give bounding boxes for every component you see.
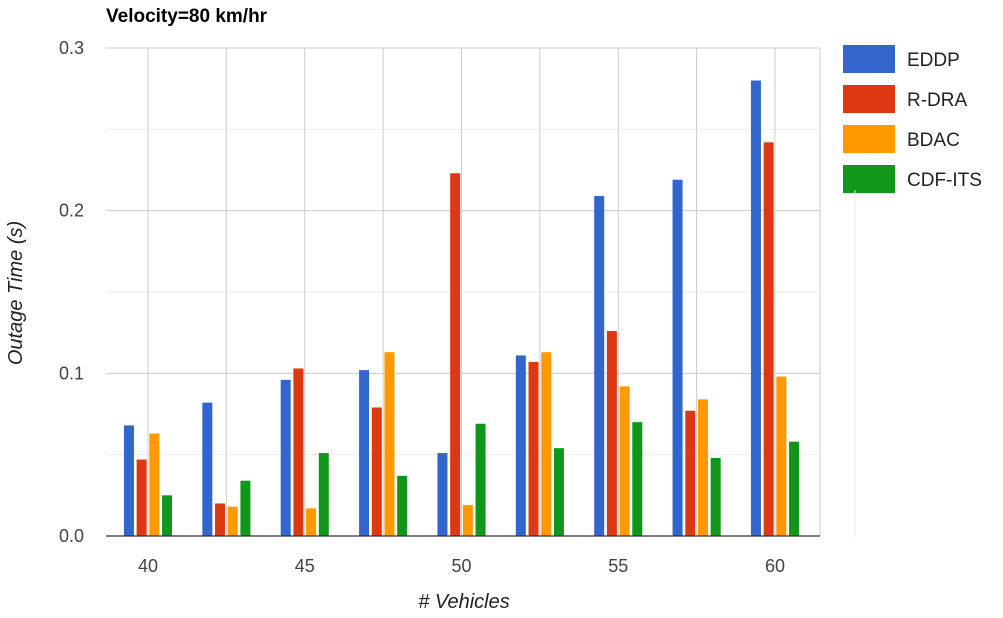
bar-bdac (776, 376, 787, 536)
legend-label: BDAC (907, 130, 960, 151)
bar-bdac (462, 505, 473, 536)
bar-eddp (280, 379, 291, 536)
x-tick-label: 40 (138, 556, 158, 576)
bar-bdac (541, 352, 552, 536)
legend-swatch (843, 85, 895, 113)
y-tick-label: 0.0 (59, 526, 84, 546)
bar-cdf-its (632, 422, 643, 536)
chart-title: Velocity=80 km/hr (106, 6, 268, 27)
bar-eddp (515, 355, 526, 536)
bar-cdf-its (553, 448, 564, 536)
legend-swatch (843, 165, 895, 193)
x-tick-label: 45 (295, 556, 315, 576)
legend: EDDP R-DRA BDAC CDF-ITS (843, 45, 982, 537)
bar-r-dra (215, 503, 226, 536)
x-tick-label: 60 (765, 556, 785, 576)
legend-swatch (843, 125, 895, 153)
y-tick-label: 0.3 (59, 38, 84, 58)
bar-cdf-its (475, 423, 486, 536)
bar-eddp (359, 370, 370, 536)
bars (123, 80, 800, 537)
legend-swatch (843, 45, 895, 73)
bar-r-dra (136, 459, 147, 536)
bar-r-dra (450, 173, 461, 536)
x-tick-label: 55 (608, 556, 628, 576)
bar-cdf-its (710, 457, 721, 536)
bar-bdac (619, 386, 630, 536)
bar-eddp (672, 179, 683, 536)
x-axis-label: # Vehicles (418, 591, 510, 613)
bar-eddp (437, 453, 448, 536)
y-axis-label: Outage Time (s) (5, 221, 27, 365)
bar-r-dra (685, 410, 696, 536)
legend-label: CDF-ITS (907, 170, 982, 191)
bar-eddp (594, 196, 605, 536)
legend-label: R-DRA (907, 90, 967, 111)
bar-r-dra (763, 142, 774, 536)
bar-r-dra (606, 331, 617, 536)
x-tick-label: 50 (451, 556, 471, 576)
bar-cdf-its (789, 441, 800, 536)
bar-r-dra (371, 407, 382, 536)
bar-bdac (149, 433, 160, 536)
axes: 0.0 0.1 0.2 0.3 40 45 50 55 60 (59, 38, 820, 576)
bar-bdac (306, 508, 317, 536)
bar-r-dra (528, 361, 539, 536)
y-tick-label: 0.1 (59, 363, 84, 383)
bar-cdf-its (240, 480, 251, 536)
bar-cdf-its (397, 475, 408, 536)
bar-bdac (384, 352, 395, 536)
bar-r-dra (293, 368, 304, 536)
bar-cdf-its (162, 495, 173, 536)
bar-bdac (227, 506, 238, 536)
legend-label: EDDP (907, 50, 960, 71)
bar-eddp (202, 402, 213, 536)
bar-bdac (697, 399, 708, 536)
bar-eddp (123, 425, 134, 536)
bar-cdf-its (318, 453, 329, 536)
y-tick-label: 0.2 (59, 201, 84, 221)
bar-eddp (750, 80, 761, 537)
grid (106, 47, 821, 537)
